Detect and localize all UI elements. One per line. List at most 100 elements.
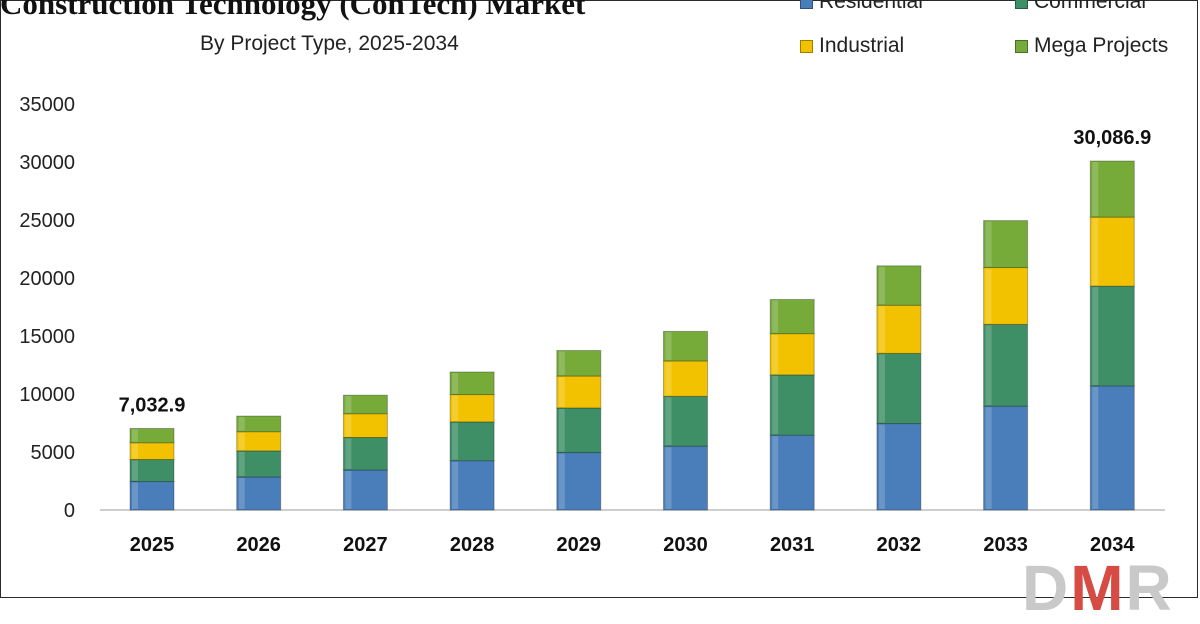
bar-segment-commercial-2034	[1089, 285, 1135, 387]
bar-highlight	[238, 477, 245, 509]
legend-swatch-commercial	[1015, 0, 1028, 9]
data-label-total: 7,032.9	[119, 394, 186, 416]
bar-segment-commercial-2029	[556, 407, 602, 454]
legend-swatch-mega-projects	[1015, 39, 1028, 53]
legend-item-residential: Residential	[800, 0, 923, 14]
bar-highlight	[985, 407, 992, 509]
y-tick-label: 20000	[19, 268, 75, 290]
bar-segment-commercial-2028	[449, 421, 495, 462]
y-tick-label: 35000	[19, 94, 75, 116]
bar-highlight	[558, 351, 565, 376]
bar-highlight	[772, 334, 779, 374]
bar-segment-mega-projects-2026	[236, 415, 282, 433]
bar-highlight	[345, 396, 352, 413]
bar-highlight	[985, 268, 992, 324]
bar-segment-industrial-2028	[449, 394, 495, 423]
bar-highlight	[238, 451, 245, 476]
x-tick-label: 2029	[557, 534, 602, 556]
bar-segment-commercial-2026	[236, 450, 282, 478]
bar-highlight	[452, 422, 459, 460]
x-tick-label: 2032	[877, 534, 922, 556]
dmr-logo: DMR	[1022, 552, 1174, 624]
bar-highlight	[452, 372, 459, 394]
legend-label-commercial: Commercial	[1034, 0, 1147, 13]
bar-highlight	[132, 460, 138, 481]
x-tick-label: 2025	[130, 534, 175, 556]
bar-highlight	[345, 438, 352, 469]
bar-segment-residential-2033	[983, 405, 1029, 511]
x-tick-label: 2028	[450, 534, 495, 556]
bar-highlight	[878, 266, 885, 305]
data-label-total: 30,086.9	[1073, 127, 1151, 149]
legend-item-commercial: Commercial	[1015, 0, 1146, 14]
bar-highlight	[238, 432, 245, 450]
bar-highlight	[558, 377, 565, 407]
legend-label-mega-projects: Mega Projects	[1034, 34, 1169, 57]
bar-highlight	[665, 332, 672, 360]
chart-frame	[0, 0, 1198, 598]
bar-segment-mega-projects-2028	[449, 371, 495, 396]
x-tick-label: 2030	[663, 534, 708, 556]
stacked-bar-chart: 0 5000 10000 15000 20000 25000 30000 35000 2025 2…	[19, 94, 1165, 556]
bar-highlight	[132, 482, 138, 509]
chart-title: Construction Technology (ConTech) Market	[0, 0, 586, 21]
bar-segment-residential-2027	[342, 469, 388, 511]
x-tick-label: 2033	[983, 534, 1028, 556]
bar-highlight	[345, 470, 352, 509]
bar-segment-mega-projects-2027	[342, 394, 388, 415]
bar-segment-industrial-2031	[769, 333, 815, 376]
bar-segment-residential-2034	[1089, 385, 1135, 511]
bar-segment-mega-projects-2031	[769, 298, 815, 335]
chart-subtitle: By Project Type, 2025-2034	[200, 32, 459, 55]
x-tick-label: 2026	[236, 534, 281, 556]
x-tick-label: 2034	[1090, 534, 1135, 556]
bar-highlight	[132, 429, 138, 442]
y-tick-label: 15000	[19, 326, 75, 348]
bar-highlight	[878, 306, 885, 353]
legend-label-residential: Residential	[819, 0, 923, 13]
legend-item-mega-projects: Mega Projects	[1015, 34, 1168, 58]
bar-segment-mega-projects-2025	[129, 427, 175, 444]
legend-label-industrial: Industrial	[819, 34, 905, 57]
bar-segment-commercial-2033	[983, 323, 1029, 407]
bar-highlight	[558, 408, 565, 452]
bar-segment-mega-projects-2029	[556, 350, 602, 377]
bar-highlight	[772, 375, 779, 435]
bar-highlight	[132, 443, 138, 459]
bar-segment-mega-projects-2034	[1089, 160, 1135, 218]
bar-highlight	[345, 414, 352, 437]
bar-highlight	[665, 447, 672, 509]
bar-segment-mega-projects-2030	[663, 330, 708, 362]
bar-highlight	[1092, 161, 1099, 217]
bar-highlight	[452, 395, 459, 421]
x-tick-label: 2027	[343, 534, 388, 556]
bar-highlight	[665, 397, 672, 446]
y-tick-label: 30000	[19, 152, 75, 174]
bar-highlight	[878, 354, 885, 423]
bar-highlight	[1092, 287, 1099, 385]
bar-highlight	[1092, 386, 1099, 509]
legend-item-industrial: Industrial	[800, 34, 904, 58]
bar-segment-industrial-2034	[1089, 216, 1135, 287]
bar-segment-residential-2026	[236, 476, 282, 511]
bar-highlight	[452, 461, 459, 509]
bar-segment-industrial-2032	[876, 304, 922, 354]
bar-segment-residential-2031	[769, 434, 815, 511]
bar-segment-industrial-2030	[663, 360, 708, 397]
bar-highlight	[238, 417, 245, 431]
bar-highlight	[665, 361, 672, 396]
bar-segment-commercial-2030	[663, 395, 708, 447]
y-tick-label: 5000	[31, 442, 76, 464]
bar-highlight	[985, 221, 992, 267]
bar-segment-commercial-2032	[876, 352, 922, 425]
bar-segment-residential-2030	[663, 445, 708, 511]
bar-segment-mega-projects-2033	[983, 220, 1029, 269]
bar-segment-mega-projects-2032	[876, 265, 922, 306]
bar-highlight	[985, 325, 992, 406]
bar-segment-residential-2032	[876, 423, 922, 511]
legend-swatch-residential	[800, 0, 813, 9]
bar-highlight	[1092, 218, 1099, 286]
x-tick-label: 2031	[770, 534, 815, 556]
bar-highlight	[878, 424, 885, 509]
bar-segment-residential-2028	[449, 460, 495, 511]
